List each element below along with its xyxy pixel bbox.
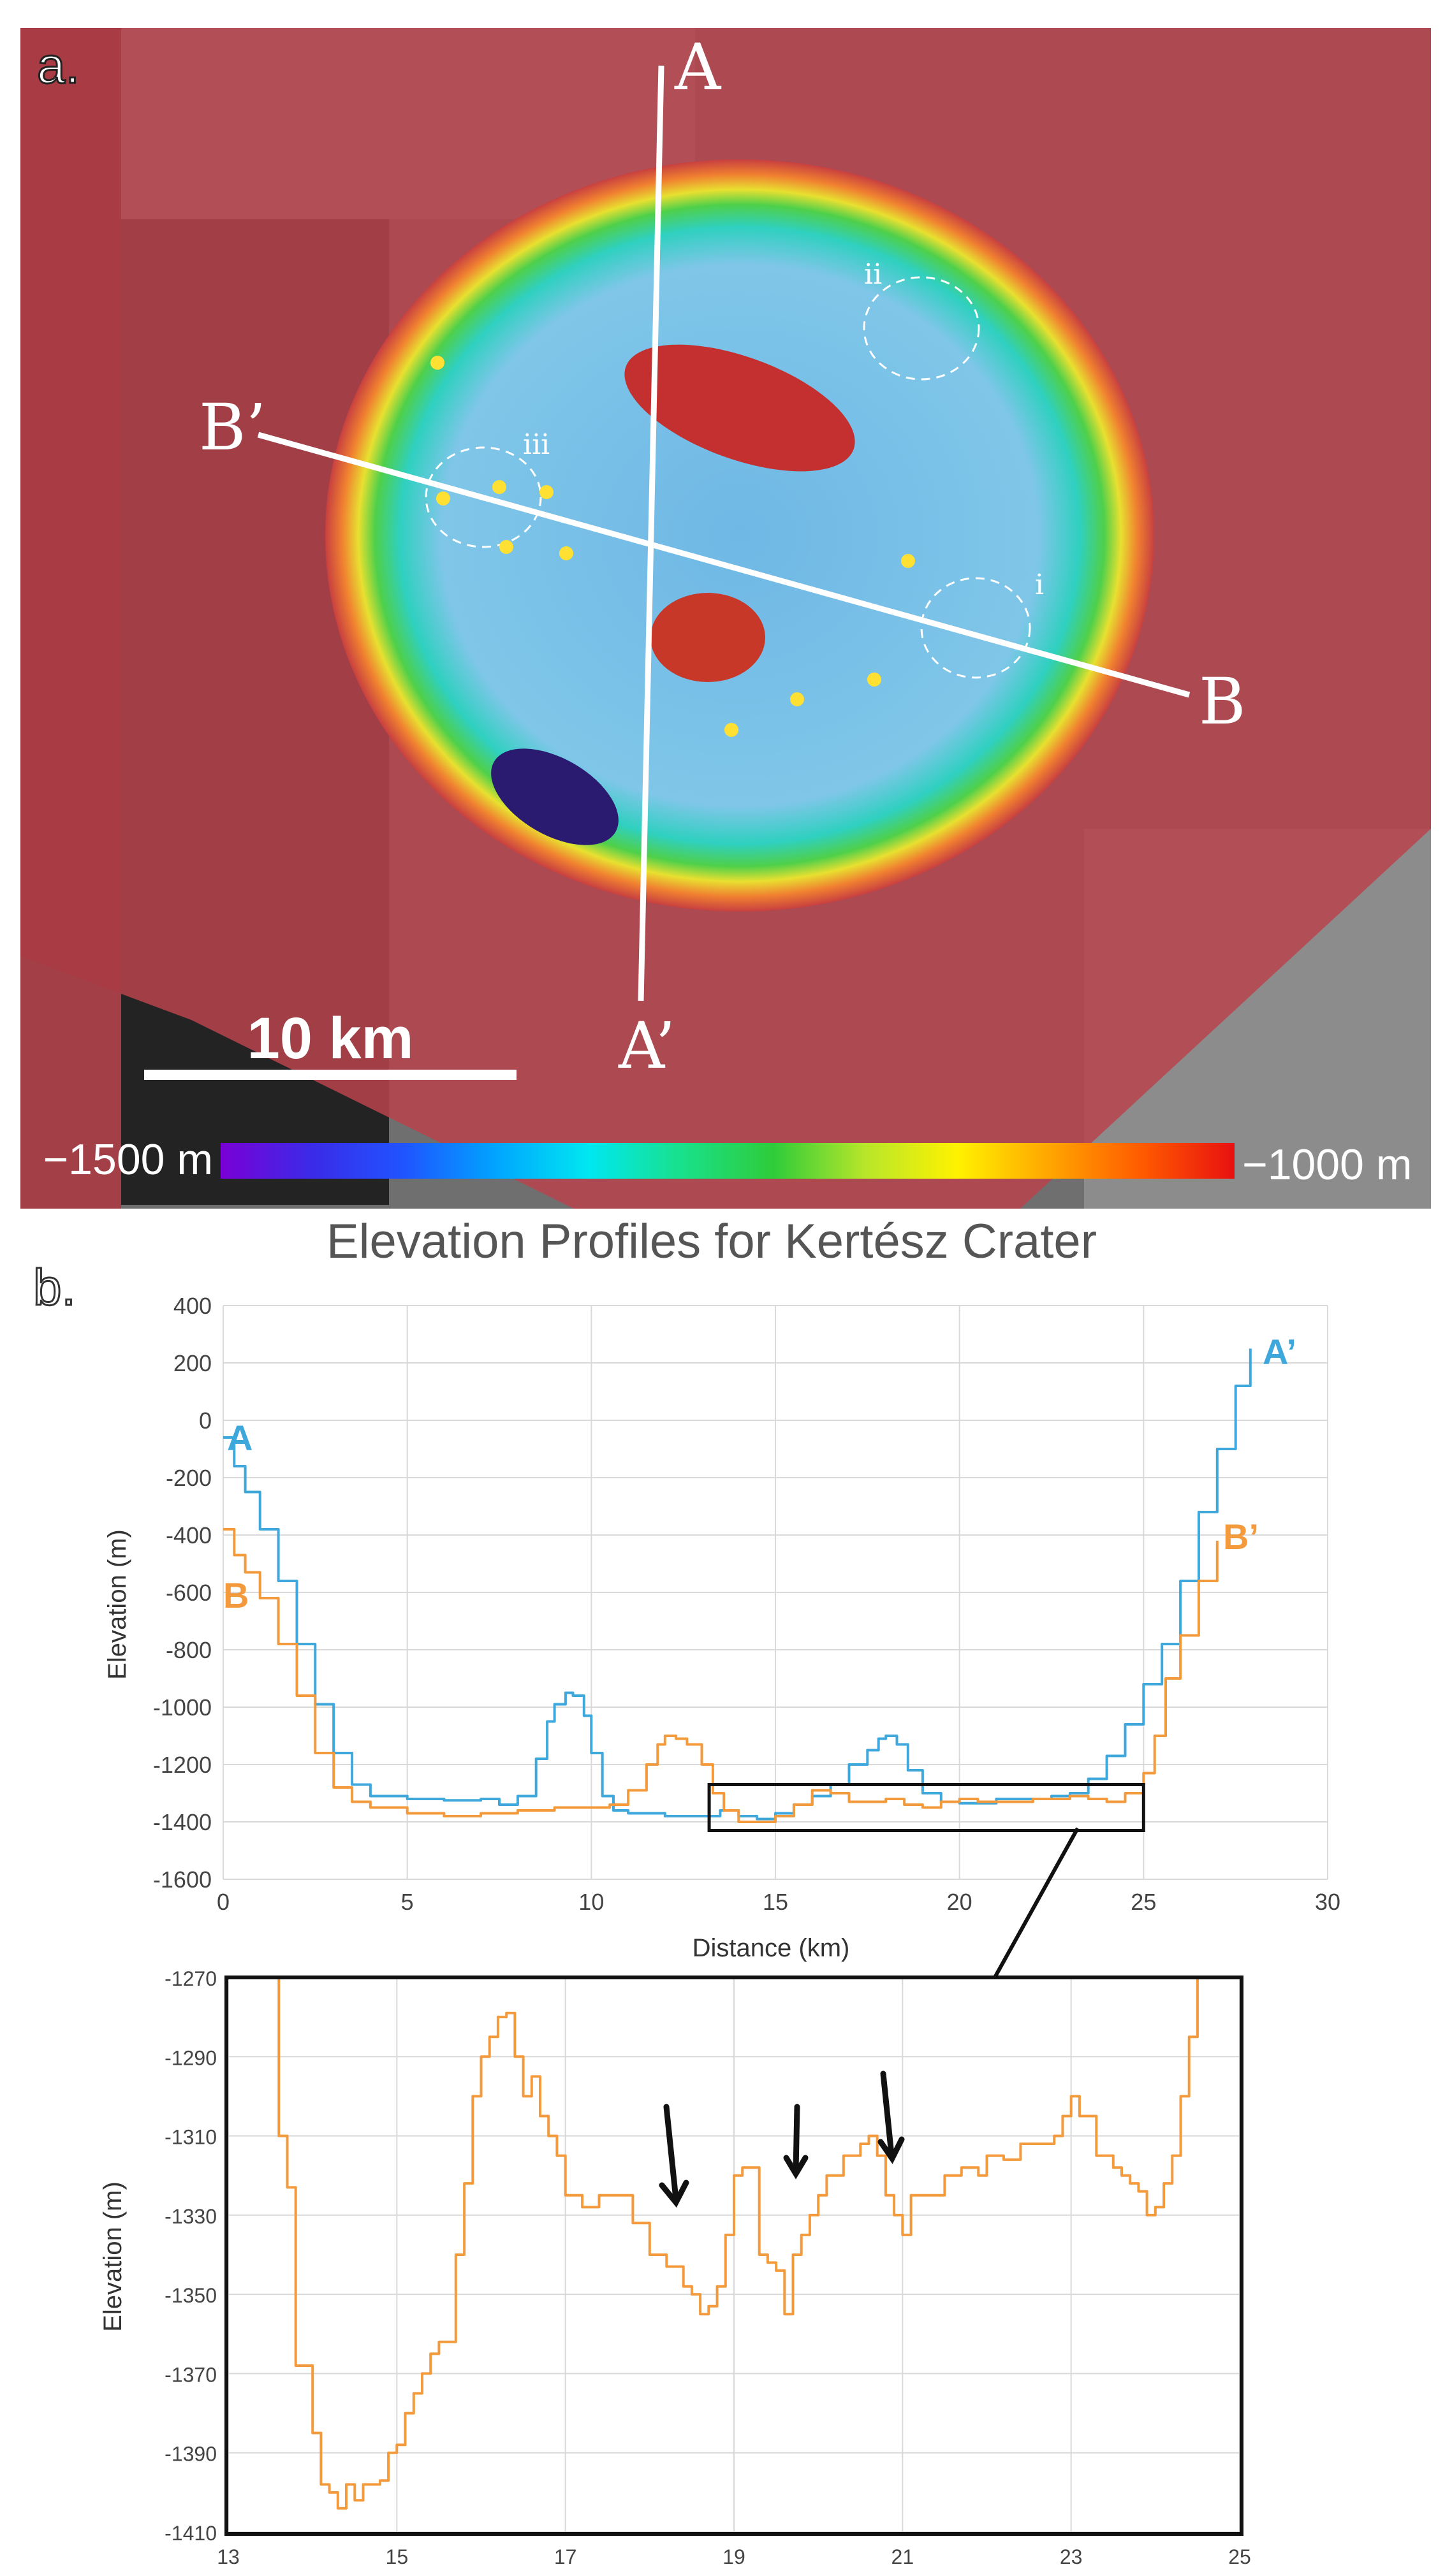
colorbar-min-label: −1500 m <box>43 1135 213 1184</box>
x-tick-label: 17 <box>554 2545 577 2568</box>
sample-point <box>492 480 506 494</box>
profile-line-b <box>257 432 1191 698</box>
region-i-circle <box>920 577 1031 679</box>
x-tick-label: 20 <box>947 1889 972 1915</box>
y-tick-label: -1270 <box>165 1967 217 1990</box>
sample-point <box>539 485 554 499</box>
x-tick-label: 13 <box>217 2545 240 2568</box>
sample-point <box>867 673 881 687</box>
y-tick-label: -1350 <box>165 2284 217 2307</box>
colorbar-max-label: −1000 m <box>1242 1140 1412 1189</box>
x-tick-label: 0 <box>217 1889 230 1915</box>
y-tick-label: -400 <box>166 1522 212 1548</box>
panel-a-label: a. <box>37 37 80 94</box>
detail-chart-frame <box>224 1976 1243 2536</box>
left-overlay-strip <box>20 28 121 1209</box>
sample-point <box>436 491 450 506</box>
arrow-1 <box>659 2104 689 2208</box>
chart-title: Elevation Profiles for Kertész Crater <box>326 1214 1097 1269</box>
sample-point <box>790 692 804 706</box>
x-tick-label: 15 <box>763 1889 788 1915</box>
y-tick-label: -1000 <box>153 1694 212 1721</box>
central-high-2 <box>650 593 765 682</box>
sample-point <box>430 356 444 370</box>
y-tick-label: 200 <box>173 1350 212 1376</box>
elevation-profile-chart: 4002000-200-400-600-800-1000-1200-1400-1… <box>103 1293 1340 1979</box>
panel-b-label: b. <box>33 1259 76 1316</box>
y-tick-label: -1290 <box>165 2046 217 2069</box>
y-tick-label: -1330 <box>165 2205 217 2228</box>
x-tick-label: 19 <box>722 2545 745 2568</box>
sample-point <box>901 554 915 568</box>
scale-bar-label: 10 km <box>247 1006 414 1071</box>
x-tick-label: 10 <box>578 1889 604 1915</box>
series-b-end-label: B’ <box>1223 1517 1259 1557</box>
series-line-b <box>270 1976 1199 2510</box>
detail-profile-chart: -1270 -1290 -1310 -1330 -1350 -1370 -1390 -1410… <box>99 1967 1251 2568</box>
y-tick-label: -600 <box>166 1580 212 1606</box>
x-tick-label: 23 <box>1060 2545 1083 2568</box>
y-tick-label: -200 <box>166 1465 212 1491</box>
series-line-b <box>223 1528 1219 1823</box>
arrow-2 <box>783 2104 809 2179</box>
sample-point <box>499 540 513 554</box>
x-tick-label: 25 <box>1228 2545 1251 2568</box>
colorbar <box>221 1143 1235 1179</box>
x-tick-label: 25 <box>1131 1889 1156 1915</box>
y-tick-label: -1310 <box>165 2126 217 2149</box>
x-tick-label: 21 <box>891 2545 914 2568</box>
x-tick-label: 30 <box>1315 1889 1340 1915</box>
region-i-label: i <box>1035 569 1044 601</box>
y-tick-label: -1410 <box>165 2522 217 2545</box>
label-a-prime: A’ <box>618 1008 675 1083</box>
label-b-prime: B’ <box>199 390 266 465</box>
y-tick-label: -1600 <box>153 1867 212 1893</box>
series-a-start-label: A <box>227 1418 253 1458</box>
arrow-3 <box>877 2070 905 2164</box>
y-tick-label: -1200 <box>153 1752 212 1778</box>
zoom-region-box <box>707 1783 1145 1832</box>
main-chart-x-axis-label: Distance (km) <box>693 1934 850 1962</box>
label-a: A <box>674 30 722 105</box>
detail-chart-y-axis-label: Elevation (m) <box>99 2181 127 2332</box>
low-depression <box>491 748 619 845</box>
region-iii-label: iii <box>523 428 550 461</box>
x-tick-label: 5 <box>401 1889 414 1915</box>
x-tick-label: 15 <box>386 2545 409 2568</box>
region-ii-label: ii <box>864 258 882 291</box>
series-line-a <box>223 1348 1252 1821</box>
y-tick-label: -800 <box>166 1637 212 1663</box>
label-b: B <box>1199 664 1246 739</box>
sample-point <box>724 723 738 737</box>
crater-floor <box>325 159 1154 912</box>
series-a-end-label: A’ <box>1263 1332 1296 1372</box>
y-tick-label: 0 <box>199 1408 212 1434</box>
zoom-connector <box>993 1827 1080 1979</box>
central-high-1 <box>624 344 855 472</box>
y-tick-label: -1370 <box>165 2363 217 2386</box>
region-ii-circle <box>863 276 980 381</box>
y-tick-label: -1390 <box>165 2443 217 2466</box>
crater-map-panel: i ii iii A A’ B B’ a. 10 km −1500 m −100… <box>20 28 1431 1209</box>
region-iii-circle <box>425 446 542 548</box>
y-tick-label: 400 <box>173 1293 212 1319</box>
sample-point <box>559 546 573 560</box>
main-chart-y-axis-label: Elevation (m) <box>103 1529 131 1680</box>
scale-bar <box>144 1070 517 1080</box>
y-tick-label: -1400 <box>153 1809 212 1835</box>
profile-line-a <box>638 65 664 1001</box>
sample-points <box>430 356 915 737</box>
series-b-start-label: B <box>223 1575 249 1615</box>
